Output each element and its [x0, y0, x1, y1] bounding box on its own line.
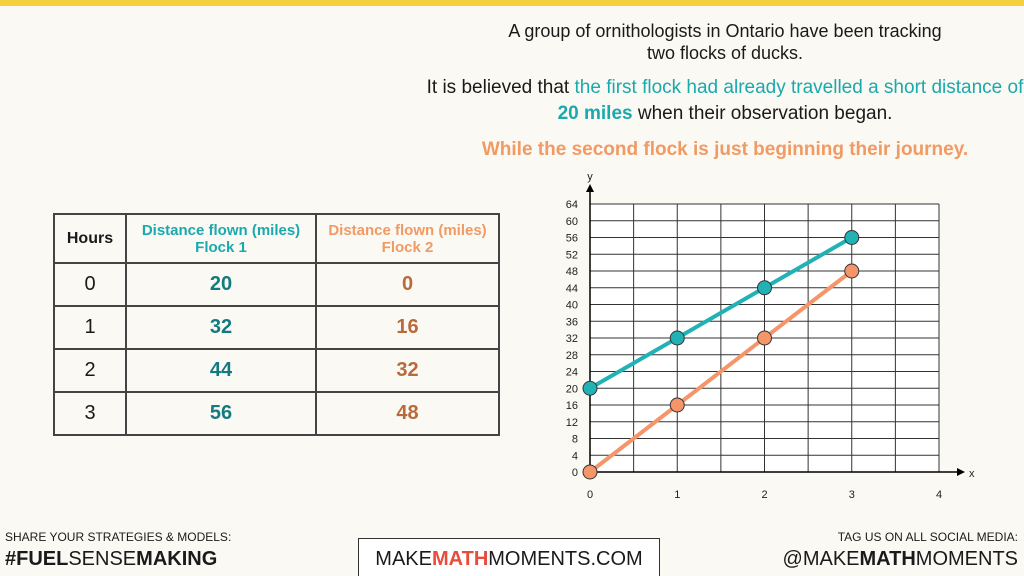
table-cell: 32 — [125, 305, 317, 350]
table-row: 3 56 48 — [53, 391, 500, 436]
x-tick-label: 0 — [587, 489, 593, 501]
table-cell: 20 — [125, 262, 317, 307]
belief-text: when their observation began. — [632, 103, 893, 124]
y-tick-label: 24 — [566, 367, 578, 379]
y-tick-label: 0 — [572, 467, 578, 479]
right-caption: TAG US ON ALL SOCIAL MEDIA: — [837, 530, 1018, 544]
tag-part: MOMENTS — [915, 548, 1018, 570]
header-line: Distance flown (miles) — [141, 221, 301, 239]
y-tick-label: 8 — [572, 434, 578, 446]
x-arrow — [957, 468, 965, 476]
site: MAKEMATHMOMENTS.COM — [358, 538, 660, 576]
table-cell: 2 — [53, 348, 127, 393]
y-tick-label: 56 — [566, 233, 578, 245]
y-tick-label: 4 — [572, 450, 578, 462]
table-cell: 16 — [315, 305, 500, 350]
x-tick-label: 1 — [674, 489, 680, 501]
y-tick-label: 48 — [566, 266, 578, 278]
data-table: Hours Distance flown (miles) Flock 1 Dist… — [53, 213, 500, 436]
point — [757, 330, 772, 346]
point — [757, 280, 772, 296]
series-line — [588, 269, 853, 474]
right-tag: @MAKEMATHMOMENTS — [783, 548, 1018, 571]
y-tick-label: 44 — [566, 283, 578, 295]
x-tick-label: 2 — [761, 489, 767, 501]
table-header: Hours Distance flown (miles) Flock 1 Dist… — [53, 213, 500, 264]
table-row: 0 20 0 — [53, 262, 500, 307]
left-tag: #FUELSENSEMAKING — [5, 548, 217, 571]
tag-part: MAKING — [136, 548, 218, 570]
table-cell: 3 — [53, 391, 127, 436]
intro: A group of ornithologists in Ontario hav… — [508, 21, 942, 63]
belief-text: It is believed that — [426, 77, 575, 98]
table-cell: 1 — [53, 305, 127, 350]
site-part: MOMENTS — [488, 548, 591, 570]
top-strip — [0, 0, 1024, 6]
point — [582, 464, 598, 480]
y-tick-label: 64 — [566, 199, 578, 211]
y-tick-label: 20 — [566, 383, 578, 395]
point — [582, 380, 598, 396]
x-tick-label: 3 — [849, 489, 855, 501]
y-tick-label: 40 — [566, 300, 578, 312]
x-tick-label: 4 — [936, 489, 942, 501]
series-line — [589, 235, 853, 390]
point — [844, 230, 860, 245]
y-tick-label: 16 — [566, 400, 578, 412]
belief-distance: 20 miles — [557, 103, 633, 124]
y-tick-label: 12 — [566, 417, 578, 429]
table-cell: 32 — [315, 348, 500, 393]
tag-part: FUEL — [16, 548, 69, 570]
header-line: Flock 2 — [381, 238, 434, 256]
y-tick-label: 32 — [566, 333, 578, 345]
y-axis-label: y — [587, 171, 593, 183]
y-arrow — [586, 184, 594, 192]
site-part: .COM — [590, 548, 643, 570]
site-part: MAKE — [375, 548, 432, 570]
table-row: 1 32 16 — [53, 305, 500, 350]
point — [669, 330, 685, 346]
belief-highlight: the first flock had already travelled a … — [574, 77, 1024, 98]
belief: It is believed that the first flock had … — [425, 75, 1024, 127]
point — [844, 263, 860, 279]
header-cell: Distance flown (miles) Flock 1 — [125, 213, 317, 264]
table-cell: 0 — [315, 262, 500, 307]
table-cell: 48 — [315, 391, 500, 436]
header-cell: Distance flown (miles) Flock 2 — [315, 213, 500, 264]
second-flock: While the second flock is just beginning… — [481, 139, 969, 160]
y-tick-label: 36 — [566, 316, 578, 328]
left-caption: SHARE YOUR STRATEGIES & MODELS: — [5, 530, 232, 544]
header-line: Flock 1 — [195, 238, 247, 256]
x-axis-label: x — [969, 468, 975, 480]
y-tick-label: 52 — [566, 249, 578, 261]
table-row: 2 44 32 — [53, 348, 500, 393]
point — [669, 397, 685, 413]
tag-part: @MAKE — [782, 548, 860, 570]
table-cell: 44 — [125, 348, 317, 393]
y-tick-label: 60 — [566, 216, 578, 228]
tag-part: MATH — [859, 548, 916, 570]
header-line: Distance flown (miles) — [328, 221, 487, 239]
tag-part: SENSE — [68, 548, 137, 570]
site-part: MATH — [431, 548, 489, 570]
y-tick-label: 28 — [566, 350, 578, 362]
table-cell: 0 — [53, 262, 127, 307]
tag-part: # — [5, 548, 17, 570]
table-cell: 56 — [125, 391, 317, 436]
header-cell: Hours — [53, 213, 127, 264]
